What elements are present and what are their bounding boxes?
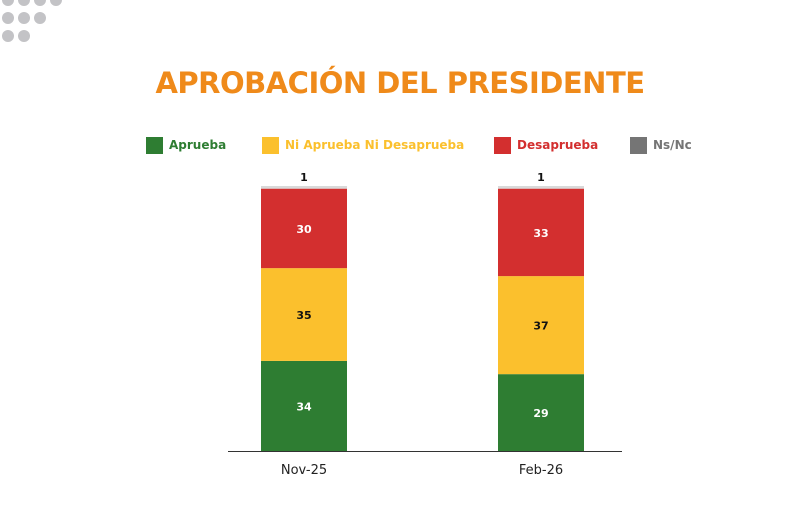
bar-segment-aprueba (498, 374, 584, 451)
legend-item-aprueba: Aprueba (146, 136, 226, 154)
data-label: 35 (296, 309, 311, 322)
legend-swatch-ns-nc (630, 136, 647, 154)
data-label: 1 (537, 171, 545, 184)
data-label: 29 (533, 407, 548, 420)
dot-icon (2, 0, 14, 6)
dot-icon (2, 30, 14, 42)
dot-icon (2, 12, 14, 24)
decorative-dots (0, 0, 70, 50)
bar-segment-ni-aprueba-ni-desaprueba (498, 276, 584, 375)
data-label: 34 (296, 400, 312, 413)
legend-label-desaprueba: Desaprueba (517, 138, 599, 152)
x-tick-label: Nov-25 (281, 463, 327, 478)
bar-segment-desaprueba (498, 188, 584, 277)
bar-segment-aprueba (261, 360, 347, 451)
bar-segment-desaprueba (261, 188, 347, 269)
dot-icon (18, 30, 30, 42)
dot-icon (50, 0, 62, 6)
bar-segment-ns-nc (261, 186, 347, 189)
x-tick-label: Feb-26 (519, 463, 563, 478)
legend-swatch-aprueba (146, 136, 163, 154)
legend-label-ni-aprueba-ni-desaprueba: Ni Aprueba Ni Desaprueba (285, 138, 465, 152)
legend-swatch-desaprueba (494, 136, 511, 154)
legend-item-desaprueba: Desaprueba (494, 136, 598, 154)
dot-icon (18, 12, 30, 24)
data-label: 33 (533, 227, 548, 240)
chart-title: APROBACIÓN DEL PRESIDENTE (155, 66, 645, 100)
dot-icon (34, 12, 46, 24)
legend-item-ns-nc: Ns/Nc (630, 136, 692, 154)
legend-swatch-ni-aprueba-ni-desaprueba (262, 136, 279, 154)
data-label: 1 (300, 171, 308, 184)
legend-label-ns-nc: Ns/Nc (653, 138, 692, 152)
dot-icon (18, 0, 30, 6)
data-label: 37 (533, 320, 548, 333)
dot-icon (34, 0, 46, 6)
bar-segment-ni-aprueba-ni-desaprueba (261, 268, 347, 361)
bar-segment-ns-nc (498, 186, 584, 189)
legend-item-ni-aprueba-ni-desaprueba: Ni Aprueba Ni Desaprueba (262, 136, 464, 154)
data-label: 30 (296, 223, 312, 236)
legend-label-aprueba: Aprueba (169, 138, 227, 152)
